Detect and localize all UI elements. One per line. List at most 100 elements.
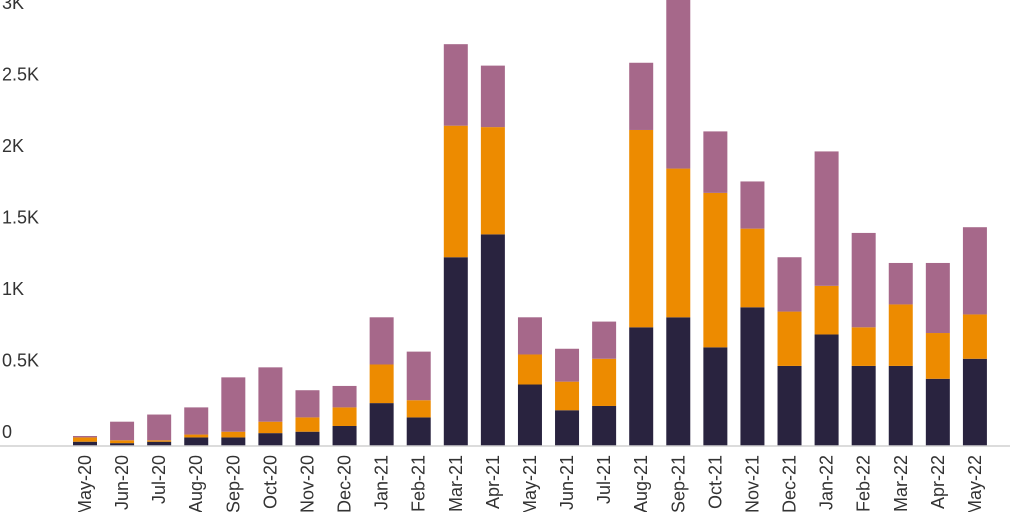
x-tick-label: Feb-22 (854, 455, 874, 512)
x-tick-label: Feb-21 (409, 455, 429, 512)
bar-segment-series-3 (221, 377, 246, 432)
y-tick-label: 3K (2, 0, 24, 13)
bar-segment-series-1 (814, 334, 839, 446)
x-tick-label: Sep-20 (223, 455, 243, 512)
bar-segment-series-1 (703, 347, 728, 446)
bar-segment-series-1 (777, 365, 802, 446)
x-tick-label: Jul-21 (594, 455, 614, 504)
x-tick-label: Apr-22 (928, 455, 948, 509)
bar-segment-series-1 (295, 431, 320, 446)
y-tick-label: 0.5K (2, 351, 39, 371)
bar-segment-series-2 (592, 358, 617, 406)
bar-segment-series-3 (851, 232, 876, 328)
x-tick-label: Jan-22 (817, 455, 837, 510)
y-tick-label: 0 (2, 422, 12, 442)
bar-segment-series-3 (703, 131, 728, 193)
x-tick-label: Apr-21 (483, 455, 503, 509)
bar-segment-series-3 (888, 262, 913, 305)
x-tick-label: Jun-21 (557, 455, 577, 510)
bar-segment-series-2 (517, 354, 542, 385)
bar-segment-series-1 (517, 384, 542, 446)
bar-segment-series-3 (555, 348, 580, 382)
y-tick-label: 1K (2, 279, 24, 299)
bar-segment-series-1 (962, 358, 987, 446)
bar-segment-series-3 (443, 44, 468, 126)
bar-segment-series-1 (184, 437, 209, 446)
y-axis: 0 0.5K 1K 1.5K 2K 2.5K 3K (2, 0, 39, 442)
x-tick-label: Dec-21 (780, 455, 800, 512)
x-tick-label: Dec-20 (335, 455, 355, 512)
bar-segment-series-1 (888, 365, 913, 446)
bar-segment-series-2 (369, 364, 394, 404)
bar-segment-series-1 (480, 234, 505, 446)
bar-segment-series-3 (629, 62, 654, 130)
bar-segment-series-3 (406, 351, 431, 401)
bar-segment-series-2 (814, 285, 839, 335)
x-tick-label: Nov-21 (742, 455, 762, 512)
x-tick-label: Oct-20 (260, 455, 280, 509)
bar-segment-series-1 (110, 443, 135, 446)
bar-segment-series-2 (73, 437, 97, 442)
bar-segment-series-2 (221, 431, 246, 438)
bar-segment-series-1 (147, 441, 172, 446)
bar-segment-series-1 (555, 410, 580, 446)
bar-segment-series-1 (369, 403, 394, 446)
bar-segment-series-2 (480, 127, 505, 235)
bar-segment-series-1 (443, 257, 468, 446)
x-tick-label: Jul-20 (149, 455, 169, 504)
x-tick-label: Oct-21 (705, 455, 725, 509)
x-tick-label: Sep-21 (668, 455, 688, 512)
x-tick-label: May-20 (75, 455, 95, 512)
bars (73, 0, 987, 446)
y-tick-label: 2.5K (2, 65, 39, 85)
bar-segment-series-1 (851, 365, 876, 446)
x-tick-label: Nov-20 (297, 455, 317, 512)
bar-segment-series-1 (629, 327, 654, 446)
bar-segment-series-2 (629, 129, 654, 328)
bar-segment-series-1 (258, 433, 283, 446)
bar-segment-series-2 (406, 400, 431, 418)
bar-segment-series-2 (258, 421, 283, 434)
bar-segment-series-3 (332, 385, 357, 408)
bar-segment-series-2 (925, 333, 950, 379)
bar-segment-series-3 (184, 407, 209, 435)
x-tick-label: May-22 (965, 455, 985, 512)
bar-segment-series-2 (555, 381, 580, 411)
bar-segment-series-1 (221, 437, 246, 446)
bar-segment-series-2 (110, 440, 135, 444)
bar-segment-series-2 (332, 407, 357, 426)
bar-segment-series-3 (777, 257, 802, 312)
bar-segment-series-2 (851, 327, 876, 366)
bar-segment-series-2 (147, 440, 172, 442)
bar-segment-series-3 (295, 390, 320, 418)
y-tick-label: 1.5K (2, 208, 39, 228)
bar-segment-series-2 (295, 417, 320, 432)
x-tick-label: May-21 (520, 455, 540, 512)
bar-segment-series-1 (592, 405, 617, 446)
x-tick-label: Mar-22 (891, 455, 911, 512)
bar-segment-series-2 (888, 304, 913, 366)
bar-segment-series-1 (925, 378, 950, 446)
bar-segment-series-3 (110, 421, 135, 441)
bar-segment-series-1 (406, 417, 431, 446)
bar-segment-series-3 (925, 262, 950, 334)
bar-segment-series-2 (962, 314, 987, 359)
x-tick-label: Aug-21 (631, 455, 651, 512)
bar-segment-series-2 (777, 311, 802, 366)
x-tick-label: Aug-20 (186, 455, 206, 512)
bar-segment-series-3 (517, 317, 542, 355)
bar-segment-series-2 (740, 228, 765, 308)
bar-segment-series-3 (73, 435, 97, 438)
x-tick-label: Jun-20 (112, 455, 132, 510)
bar-segment-series-3 (369, 317, 394, 365)
bar-segment-series-3 (592, 321, 617, 359)
bar-segment-series-1 (740, 307, 765, 446)
x-axis: May-20 Jun-20 Jul-20 Aug-20 Sep-20 Oct-20 Nov-… (75, 455, 985, 515)
x-tick-label: Mar-21 (446, 455, 466, 512)
bar-segment-series-1 (73, 441, 97, 446)
bar-segment-series-2 (184, 434, 209, 438)
bar-segment-series-2 (443, 125, 468, 258)
bar-segment-series-1 (332, 425, 357, 446)
bar-segment-series-3 (740, 181, 765, 229)
